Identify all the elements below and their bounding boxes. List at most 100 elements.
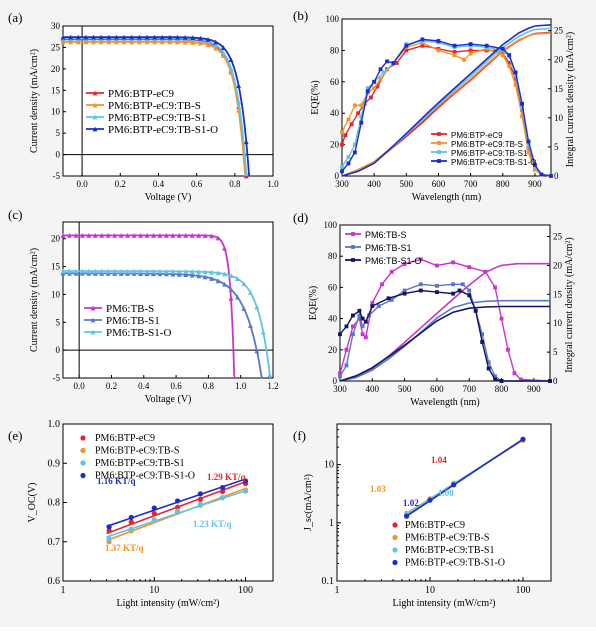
x-tick-label-d: 500 [398, 384, 412, 394]
jv-marker-a-1 [167, 39, 173, 45]
y-tick-label-c: 10 [51, 289, 61, 299]
jv-marker-c-2 [105, 268, 111, 274]
x-tick-label-b: 900 [528, 179, 542, 189]
jv-marker-c-0 [222, 245, 227, 251]
eqe-marker-d-2 [493, 377, 497, 382]
legend-marker-d [351, 258, 355, 262]
x-tick-label-c: 1.2 [267, 381, 278, 391]
jv-marker-a-1 [159, 39, 165, 45]
eqe-marker-b-2 [381, 70, 386, 75]
jv-marker-c-1 [202, 274, 208, 280]
annotation-e-0: 1.29 KT/q [207, 472, 246, 482]
legend-label-b: PM6:BTP-eC9:TB-S1 [451, 149, 528, 158]
eqe-marker-d-2 [363, 319, 368, 324]
legend-label-e: PM6:BTP-eC9:TB-S1 [95, 458, 184, 469]
jv-marker-c-2 [183, 269, 189, 274]
legend-label-d: PM6:TB-S1-O [365, 256, 422, 266]
x-tick-label-b: 700 [464, 179, 478, 189]
eqe-marker-d-1 [357, 313, 362, 318]
jv-marker-a-1 [213, 45, 219, 51]
y2-tick-label-d: 0 [553, 376, 558, 386]
jsum-curve-d-1 [339, 299, 550, 382]
legend-marker-b [437, 159, 441, 163]
data-point-f-3 [451, 482, 457, 488]
jv-marker-a-1 [68, 39, 74, 45]
y2-tick-label-d: 10 [553, 318, 563, 328]
x-tick-label-b: 300 [335, 179, 349, 189]
x-tick-label-a: 0.6 [191, 179, 203, 189]
legend-marker-a [92, 114, 98, 120]
jv-marker-c-2 [189, 269, 195, 274]
eqe-marker-b-3 [513, 70, 518, 75]
legend-marker-a [92, 90, 98, 96]
plot-area-f [336, 423, 552, 582]
jv-marker-c-2 [92, 268, 98, 274]
jv-marker-a-1 [205, 42, 211, 48]
y-axis-label-f: J_sc(mA/cm²) [303, 474, 314, 531]
y-tick-label-f: 0.1 [322, 576, 335, 587]
jv-marker-c-0 [202, 233, 208, 238]
jv-marker-c-0 [215, 235, 221, 241]
eqe-marker-d-0 [370, 301, 375, 305]
y-axis-label-b: EQE(%) [310, 80, 321, 114]
eqe-marker-b-3 [436, 39, 441, 43]
data-point-e-0 [197, 496, 203, 502]
jv-marker-c-2 [163, 268, 169, 274]
jv-marker-a-1 [121, 39, 127, 45]
jv-marker-c-1 [235, 294, 240, 300]
legend-marker-c [90, 317, 96, 323]
data-point-e-2 [197, 501, 203, 507]
data-point-e-2 [219, 494, 226, 500]
eqe-marker-b-1 [436, 48, 441, 53]
plot-area-e [62, 423, 274, 582]
eqe-marker-d-0 [344, 347, 349, 352]
y-tick-label-a: 30 [51, 21, 61, 31]
y2-tick-label-d: 25 [553, 232, 563, 242]
eqe-marker-d-2 [457, 288, 462, 293]
y-tick-label-c: 5 [56, 317, 61, 327]
eqe-marker-b-2 [352, 142, 357, 147]
x-tick-label-d: 700 [462, 384, 476, 394]
x-tick-label-c: 0.8 [203, 381, 215, 391]
jv-marker-c-0 [157, 232, 163, 238]
eqe-marker-b-0 [404, 48, 409, 53]
jv-marker-c-1 [196, 273, 202, 279]
y-tick-label-d: 40 [328, 314, 338, 324]
jv-marker-a-3 [236, 83, 242, 89]
jv-marker-c-2 [247, 289, 253, 295]
y2-axis-label-b: Integral current density (mA/cm²) [565, 32, 576, 167]
legend-label-e: PM6:BTP-eC9 [95, 433, 155, 444]
jv-marker-a-1 [129, 39, 135, 45]
jv-marker-c-2 [131, 268, 137, 274]
y-tick-label-b: 60 [330, 77, 340, 87]
jv-marker-c-2 [138, 268, 143, 274]
panel-letter: (d) [293, 210, 308, 225]
jv-marker-c-0 [92, 232, 98, 238]
jv-marker-c-1 [209, 276, 215, 281]
eqe-marker-b-1 [513, 83, 518, 87]
eqe-marker-b-3 [452, 43, 457, 48]
jv-marker-c-0 [144, 232, 150, 238]
jv-marker-a-3 [205, 36, 211, 42]
jv-marker-c-1 [170, 271, 176, 277]
eqe-marker-b-3 [549, 174, 553, 178]
eqe-marker-d-1 [418, 282, 423, 287]
eqe-marker-b-3 [526, 139, 531, 144]
y2-tick-label-b: 15 [554, 84, 564, 94]
y-tick-label-b: 0 [335, 171, 340, 181]
jv-marker-c-2 [86, 268, 92, 274]
x-tick-label-d: 600 [430, 384, 444, 394]
eqe-marker-d-2 [338, 332, 342, 337]
x-axis-label-e: Light intensity (mW/cm²) [117, 598, 220, 609]
x-tick-label-d: 300 [333, 384, 347, 394]
jv-marker-a-3 [243, 139, 249, 145]
legend-label-c: PM6:TB-S1 [106, 315, 160, 327]
eqe-marker-b-0 [468, 48, 473, 53]
jv-marker-a-3 [129, 34, 135, 40]
jv-marker-c-0 [99, 232, 105, 238]
eqe-marker-d-1 [493, 374, 497, 379]
x-tick-label-d: 800 [495, 384, 509, 394]
panel-letter: (f) [293, 428, 306, 443]
eqe-marker-b-3 [500, 46, 505, 51]
